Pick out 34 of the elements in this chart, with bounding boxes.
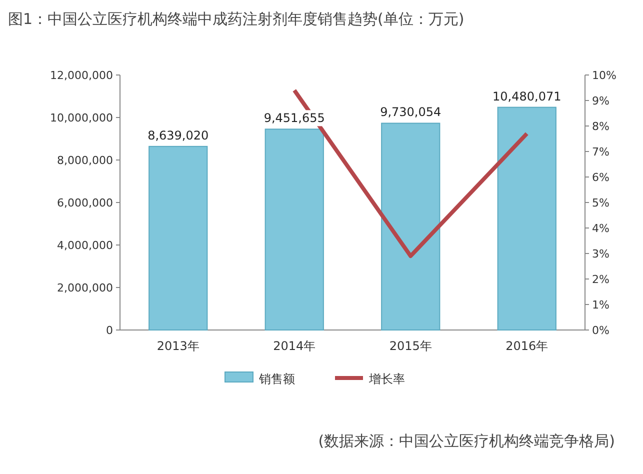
y2-tick-label: 4% [592,222,610,235]
text: (数据来源：中国公立医疗机构终端竞争格局) [318,432,615,450]
x-tick-label: 2014年 [273,339,316,353]
y-tick-label: 6,000,000 [57,196,113,210]
y2-tick-label: 7% [592,146,610,158]
y-tick-label: 8,000,000 [57,154,113,167]
data-label: 8,639,020 [148,128,209,142]
y2-tick-label: 6% [592,171,610,184]
legend-label: 增长率 [368,372,405,386]
y-tick-label: 4,000,000 [57,239,113,252]
x-tick-label: 2015年 [389,339,432,353]
y-tick-label: 0 [106,324,113,337]
chart-title: 图1：中国公立医疗机构终端中成药注射剂年度销售趋势(单位：万元) [8,10,464,28]
bar [148,146,208,330]
x-tick-label: 2013年 [156,339,200,353]
y2-tick-label: 9% [592,94,610,108]
y-tick-label: 12,000,000 [50,69,113,82]
y2-tick-label: 5% [592,196,610,210]
bar [497,106,556,330]
y-tick-label: 10,000,000 [50,112,113,124]
y2-tick-label: 10% [592,69,616,82]
y2-tick-label: 8% [592,120,610,133]
y2-tick-label: 2% [592,273,610,286]
y-tick-label: 2,000,000 [57,282,113,294]
data-label: 9,451,655 [264,111,325,126]
y2-tick-label: 3% [592,248,610,260]
bar [381,122,440,330]
legend-label: 销售额 [258,372,295,386]
data-label: 10,480,071 [492,89,562,104]
y2-tick-label: 0% [592,324,610,337]
y2-tick-label: 1% [592,298,610,312]
x-tick-label: 2016年 [506,339,548,353]
data-label: 9,730,054 [380,105,442,120]
bar [264,128,324,330]
